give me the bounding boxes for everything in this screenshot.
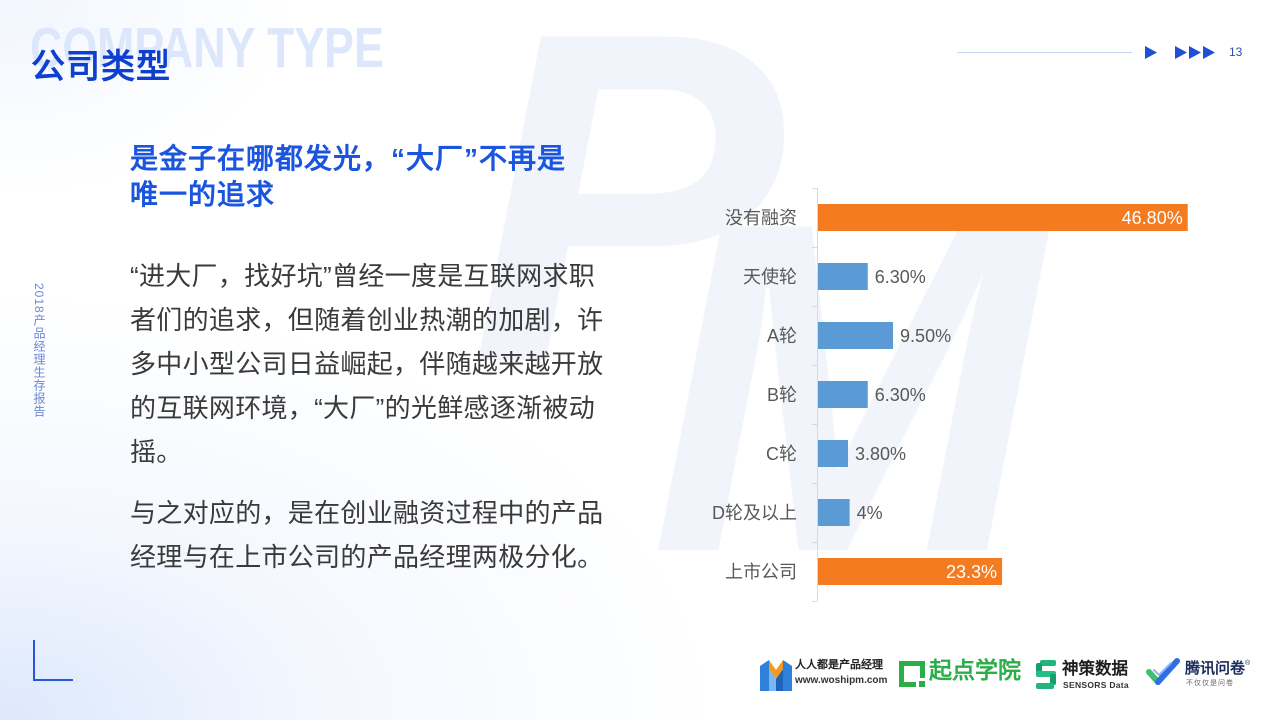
paragraph-line: 经理与在上市公司的产品经理两极分化。 [130, 542, 604, 572]
paragraph-line: 的互联网环境，“大厂”的光鲜感逐渐被动 [130, 393, 596, 423]
value-label-series-d-plus: 4% [857, 503, 883, 523]
subheading-line: 是金子在哪都发光，“大厂”不再是 [130, 143, 567, 174]
bar-series-a [818, 322, 894, 349]
subheading-line: 唯一的追求 [130, 179, 276, 210]
registered-mark: ® [1245, 660, 1251, 667]
page-title: 公司类型 [31, 48, 171, 86]
bar-listed-company [818, 558, 1003, 585]
category-label-angel-round: 天使轮 [743, 267, 797, 287]
wenjuan-logo: 腾讯问卷® 不仅仅是问卷 [1145, 655, 1260, 691]
arrow-icon [1145, 46, 1157, 59]
logo-url: www.woshipm.com [795, 675, 888, 686]
value-label-no-funding: 46.80% [1122, 208, 1183, 228]
paragraph-line: 与之对应的，是在创业融资过程中的产品 [130, 498, 604, 528]
category-label-listed-company: 上市公司 [725, 562, 797, 582]
logo-name: 神策数据 [1062, 660, 1128, 678]
category-label-series-c: C轮 [766, 444, 797, 464]
background-logo-letter: P [470, 0, 784, 460]
category-label-series-d-plus: D轮及以上 [712, 503, 797, 523]
subheading: 是金子在哪都发光，“大厂”不再是 唯一的追求 [130, 141, 566, 213]
paragraph-line: “进大厂，找好坑”曾经一度是互联网求职 [130, 261, 596, 291]
value-label-angel-round: 6.30% [875, 267, 926, 287]
bar-series-b [818, 381, 868, 408]
value-label-series-a: 9.50% [900, 326, 951, 346]
sensors-logo: 神策数据 SENSORS Data [1035, 658, 1131, 690]
logo-name-text: 腾讯问卷 [1185, 660, 1246, 677]
paragraph-line: 多中小型公司日益崛起，伴随越来越开放 [130, 349, 604, 379]
logo-subtitle: SENSORS Data [1063, 680, 1129, 690]
bar-series-d-plus [818, 499, 850, 526]
qidian-logo: 起点学院 [898, 657, 1023, 690]
side-report-label: 2018产品经理生存报告 [32, 283, 46, 418]
woshipm-logo: 人人都是产品经理 www.woshipm.com [760, 656, 888, 692]
wenjuan-check-icon [1146, 658, 1180, 685]
bar-angel-round [818, 263, 868, 290]
funding-bar-chart: 没有融资 46.80% 天使轮 6.30% A轮 9.50% B轮 6.30% C轮 3.80% D… [712, 188, 1188, 602]
sensors-logo-icon [1036, 660, 1056, 689]
bar-series-c [818, 440, 849, 467]
logo-tagline: 不仅仅是问卷 [1186, 680, 1234, 687]
body-paragraph: “进大厂，找好坑”曾经一度是互联网求职 者们的追求，但随着创业热潮的加剧，许 多… [130, 254, 603, 474]
arrow-icon [1175, 46, 1187, 59]
paragraph-line: 摇。 [130, 437, 183, 467]
category-label-series-b: B轮 [767, 385, 797, 405]
value-label-series-c: 3.80% [855, 444, 906, 464]
value-label-listed-company: 23.3% [946, 562, 997, 582]
arrow-icon [1189, 46, 1201, 59]
arrow-icon [1203, 46, 1215, 59]
page-number: 13 [1229, 45, 1243, 59]
logo-name: 腾讯问卷® [1185, 660, 1250, 678]
category-label-no-funding: 没有融资 [725, 208, 797, 228]
logo-name: 起点学院 [929, 657, 1021, 683]
woshipm-logo-icon [760, 660, 792, 691]
category-label-series-a: A轮 [767, 326, 797, 346]
bar-no-funding [818, 204, 1188, 231]
header-ornament [957, 46, 1215, 59]
logo-name: 人人都是产品经理 [795, 659, 883, 671]
paragraph-line: 者们的追求，但随着创业热潮的加剧，许 [130, 305, 604, 335]
corner-bracket [33, 640, 73, 681]
value-label-series-b: 6.30% [875, 385, 926, 405]
watermark-title: COMPANY TYPE [30, 16, 384, 80]
qidian-logo-icon [899, 661, 925, 687]
body-paragraph: 与之对应的，是在创业融资过程中的产品 经理与在上市公司的产品经理两极分化。 [130, 491, 603, 579]
